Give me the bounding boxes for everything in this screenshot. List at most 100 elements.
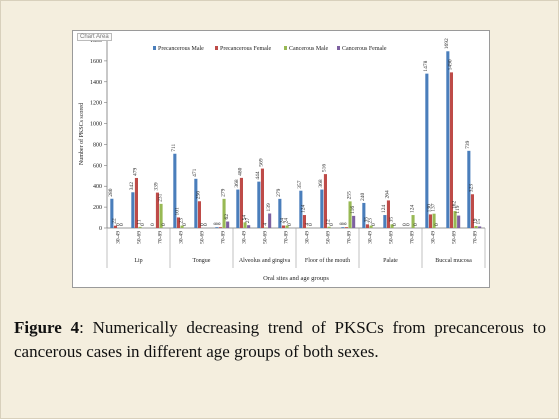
bar [155, 192, 159, 228]
bar [302, 215, 306, 228]
bar [453, 211, 457, 228]
bar-data-label: 116 [350, 206, 356, 214]
bar [110, 198, 114, 228]
legend-swatch [284, 46, 287, 50]
bar-data-label: 24 [280, 218, 286, 224]
bar [474, 226, 478, 228]
bar-data-label: 4 [262, 223, 268, 226]
bar [226, 221, 230, 228]
x-group-label: Tongue [193, 258, 211, 264]
bar-data-label: 124 [381, 205, 387, 214]
bar-data-label: 357 [297, 180, 303, 189]
legend-label: Precancerous Male [158, 46, 204, 52]
bar-data-label: 8 [339, 222, 345, 225]
bar [344, 227, 348, 228]
x-group-label: Floor of the mouth [305, 257, 350, 264]
bar [323, 174, 327, 228]
bar-data-label: 8 [217, 222, 223, 225]
x-tick-label: 30-49 [305, 231, 311, 244]
bar-data-label: 8 [213, 222, 219, 225]
bar-data-label: 711 [171, 143, 177, 151]
x-tick-label: 50-69 [452, 231, 458, 244]
bar [341, 227, 345, 228]
bar [428, 214, 432, 228]
x-tick-label: 70-89 [158, 231, 164, 244]
bar-data-label: 0 [402, 223, 408, 226]
bar [215, 227, 219, 228]
bar-data-label: 569 [259, 158, 265, 167]
x-tick-label: 50-69 [389, 231, 395, 244]
x-tick-label: 30-49 [242, 231, 248, 244]
bar-data-label: 0 [308, 223, 314, 226]
bar [180, 225, 184, 228]
bar-data-label: 342 [129, 182, 135, 191]
bar-data-label: 23 [178, 218, 184, 224]
y-tick-label: 0 [99, 226, 102, 232]
y-axis-title: Number of PKSCs scored [78, 103, 85, 165]
bar-data-label: 0 [199, 223, 205, 226]
x-tick-label: 30-49 [368, 231, 374, 244]
bar-data-label: 8 [343, 222, 349, 225]
bar-data-label: 0 [287, 223, 293, 226]
bar-data-label: 4 [304, 223, 310, 226]
bar-data-label: 1692 [444, 38, 450, 49]
bar-data-label: 444 [255, 171, 261, 180]
bar-data-label: 240 [360, 192, 366, 201]
bar [299, 190, 303, 228]
bar-data-label: 139 [266, 203, 272, 212]
bar-data-label: 137 [430, 203, 436, 212]
bar [362, 202, 366, 228]
legend-swatch [153, 46, 156, 50]
x-tick-label: 30-49 [431, 231, 437, 244]
x-axis-title: Oral sites and age groups [263, 275, 329, 282]
bar-data-label: 62 [224, 214, 230, 220]
bar-data-label: 0 [115, 223, 121, 226]
bar-data-label: 54 [241, 215, 247, 221]
y-tick-label: 1200 [90, 101, 102, 107]
bar-data-label: 124 [301, 205, 307, 214]
bar [113, 225, 117, 228]
bar [134, 177, 138, 228]
bar-data-label: 0 [150, 223, 156, 226]
bar-data-label: 264 [385, 190, 391, 199]
bar [138, 226, 142, 228]
bar-data-label: 162 [451, 201, 457, 210]
bar [247, 225, 251, 228]
bar [222, 198, 226, 228]
bar-data-label: 0 [119, 223, 125, 226]
bar [131, 192, 135, 228]
legend-label: Cancerous Female [342, 46, 387, 52]
bar-data-label: 1478 [423, 60, 429, 71]
bar [369, 225, 373, 228]
bar-data-label: 279 [276, 188, 282, 197]
bar-data-label: 0 [392, 223, 398, 226]
bar [243, 222, 247, 228]
bar [278, 198, 282, 228]
bar-data-label: 0 [182, 223, 188, 226]
bar-data-label: 0 [434, 223, 440, 226]
bar-data-label: 479 [133, 167, 139, 176]
bar-data-label: 130 [427, 204, 433, 213]
bar [383, 215, 387, 228]
bar [390, 224, 394, 228]
x-tick-label: 70-89 [347, 231, 353, 244]
bar [411, 215, 415, 228]
bar-data-label: 255 [346, 191, 352, 200]
bar [432, 213, 436, 228]
x-tick-label: 70-89 [410, 231, 416, 244]
x-tick-label: 30-49 [179, 231, 185, 244]
bar [449, 72, 453, 228]
y-tick-label: 400 [93, 184, 102, 190]
x-tick-label: 70-89 [221, 231, 227, 244]
bar-data-label: 35 [364, 217, 370, 223]
bar-chart: 020040060080010001200140016001800Number … [78, 38, 486, 282]
bar [268, 213, 272, 228]
chart-area: 0 200 400 600 800 1000 1200 1400 1600 1800 Number … [72, 30, 490, 288]
bar [352, 215, 356, 228]
bar [478, 226, 482, 228]
legend-label: Precancerous Female [220, 46, 271, 52]
x-group-label: Lip [134, 258, 142, 264]
bar-data-label: 368 [318, 179, 324, 188]
y-tick-label: 1600 [90, 59, 102, 65]
y-tick-label: 200 [93, 205, 102, 211]
